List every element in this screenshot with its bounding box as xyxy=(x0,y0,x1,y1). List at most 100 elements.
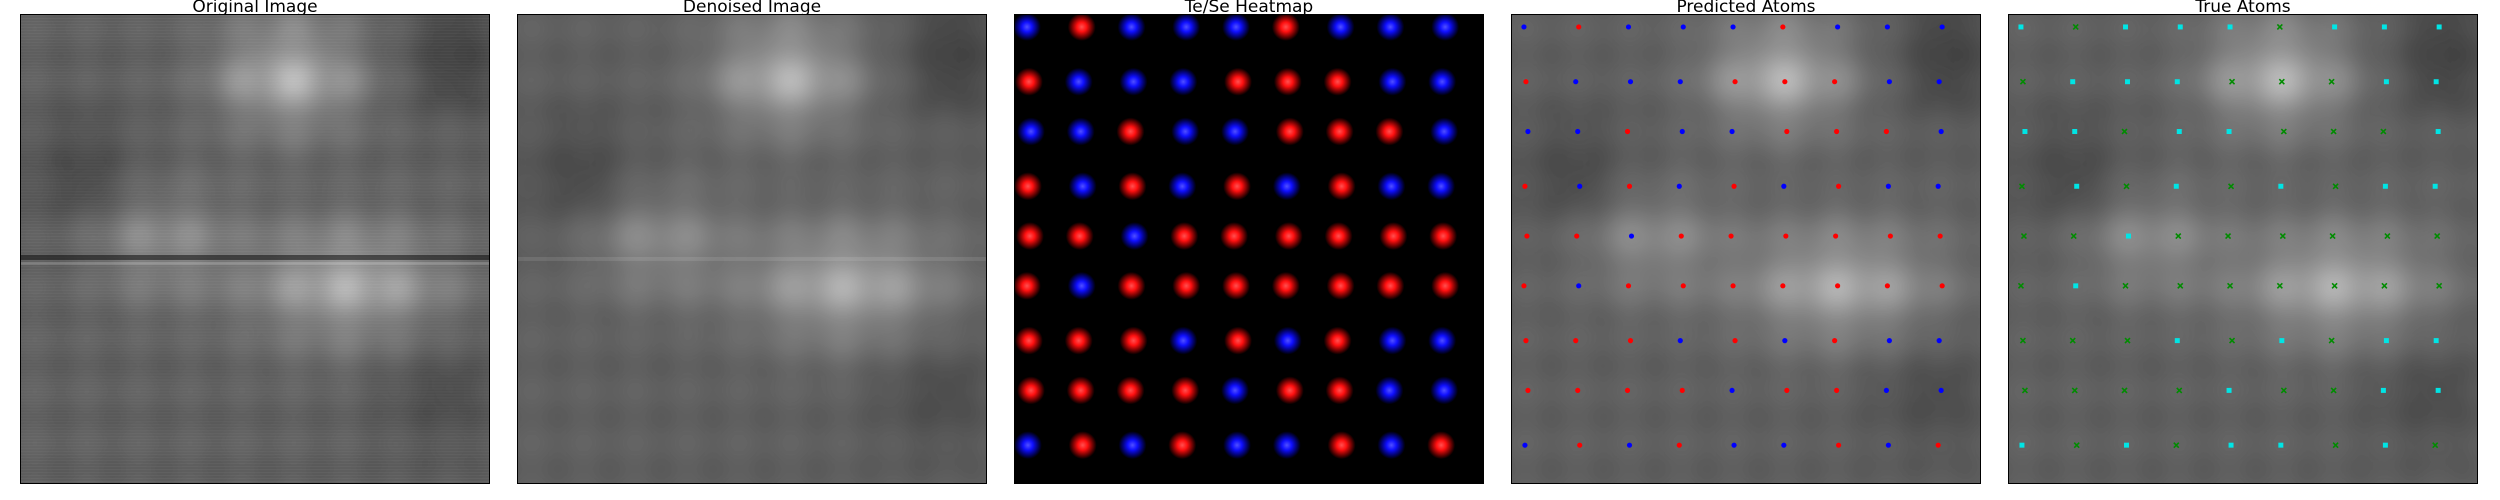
predicted-se-atom xyxy=(1625,24,1632,30)
true-atom-type-b xyxy=(2436,282,2443,289)
heatmap-te-spot xyxy=(1323,326,1352,355)
predicted-te-atom xyxy=(1780,283,1786,289)
true-atom-type-a xyxy=(2019,442,2025,448)
true-atom-type-b xyxy=(2019,337,2026,344)
predicted-se-atom xyxy=(1886,338,1892,344)
heatmap-se-spot xyxy=(1326,15,1355,41)
predicted-te-atom xyxy=(1625,283,1632,289)
predicted-te-atom xyxy=(1939,283,1945,289)
panel-title: Predicted Atoms xyxy=(1676,0,1816,14)
true-atom-type-a xyxy=(2382,183,2388,189)
true-atom-type-a xyxy=(2226,129,2232,134)
predicted-te-atom xyxy=(1832,338,1838,344)
predicted-te-atom xyxy=(1624,387,1631,393)
predicted-te-atom xyxy=(1574,233,1580,239)
true-atom-type-a xyxy=(2228,442,2234,448)
true-atom-type-b xyxy=(2069,337,2076,344)
true-atom-type-b xyxy=(2328,78,2335,85)
heatmap-te-spot xyxy=(1324,222,1353,250)
heatmap-se-spot xyxy=(1428,67,1457,96)
heatmap-te-spot xyxy=(1015,67,1043,96)
predicted-te-atom xyxy=(1576,24,1582,30)
heatmap-te-spot xyxy=(1118,172,1147,201)
heatmap-te-spot xyxy=(1327,431,1356,460)
predicted-te-atom xyxy=(1626,183,1633,189)
true-atom-type-a xyxy=(2433,338,2439,344)
heatmap-te-spot xyxy=(1119,326,1148,355)
true-atom-type-a xyxy=(2436,24,2442,30)
heatmap-te-spot xyxy=(1116,117,1145,146)
true-atom-type-b xyxy=(2176,387,2183,394)
true-atom-type-a xyxy=(2126,233,2131,239)
true-atom-type-a xyxy=(2435,129,2441,134)
heatmap-te-spot xyxy=(1064,326,1093,355)
predicted-se-atom xyxy=(1885,183,1891,189)
heatmap-se-spot xyxy=(1120,222,1149,250)
panel-predicted: Predicted Atoms xyxy=(1511,0,1981,500)
heatmap-te-spot xyxy=(1068,431,1097,460)
true-atom-type-b xyxy=(2225,233,2232,240)
panel-original: Original Image xyxy=(20,0,490,500)
heatmap-se-spot xyxy=(1015,431,1042,460)
true-atom-type-b xyxy=(2122,282,2129,289)
predicted-se-atom xyxy=(1679,128,1685,135)
true-atom-type-a xyxy=(2332,24,2338,30)
panel-title: Original Image xyxy=(192,0,318,14)
heatmap-se-spot xyxy=(1428,326,1457,355)
heatmap-te-spot xyxy=(1015,271,1041,300)
predicted-te-atom xyxy=(1780,24,1786,30)
heatmap-te-spot xyxy=(1224,67,1252,96)
heatmap-te-spot xyxy=(1325,117,1354,146)
heatmap-te-spot xyxy=(1220,222,1249,250)
predicted-te-atom xyxy=(1833,233,1839,239)
true-atom-type-b xyxy=(2330,128,2337,135)
predicted-te-atom xyxy=(1521,283,1527,289)
predicted-se-atom xyxy=(1677,79,1683,85)
true-atom-type-b xyxy=(2124,337,2131,344)
predicted-se-atom xyxy=(1575,128,1581,135)
true-atom-type-a xyxy=(2073,283,2079,289)
heatmap-te-spot xyxy=(1222,271,1250,300)
true-atom-type-a xyxy=(2018,24,2024,30)
true-atom-type-b xyxy=(2380,128,2387,135)
true-atom-type-b xyxy=(2278,78,2285,85)
heatmap-te-spot xyxy=(1065,222,1094,250)
true-atom-type-a xyxy=(2174,79,2180,85)
predicted-se-atom xyxy=(1939,24,1945,30)
predicted-se-atom xyxy=(1781,183,1787,189)
heatmap-te-spot xyxy=(1116,376,1145,405)
panel-title: True Atoms xyxy=(2195,0,2291,14)
heatmap-te-spot xyxy=(1325,376,1354,405)
true-atom-type-b xyxy=(2332,183,2339,190)
true-atom-type-a xyxy=(2072,129,2078,134)
predicted-se-atom xyxy=(1525,128,1531,135)
predicted-se-atom xyxy=(1626,442,1633,448)
true-atom-type-b xyxy=(2276,23,2283,31)
true-atom-type-a xyxy=(2382,442,2388,448)
heatmap-te-spot xyxy=(1379,222,1408,250)
heatmap-se-spot xyxy=(1272,431,1301,460)
predicted-se-atom xyxy=(1936,338,1942,344)
heatmap-se-spot xyxy=(1169,326,1198,355)
predicted-se-atom xyxy=(1885,442,1891,448)
true-atom-type-b xyxy=(2017,282,2025,289)
heatmap-se-spot xyxy=(1378,67,1407,96)
predicted-se-atom xyxy=(1935,183,1941,189)
heatmap-te-spot xyxy=(1274,222,1303,250)
predicted-te-atom xyxy=(1884,283,1890,289)
panel-title: Denoised Image xyxy=(682,0,822,14)
heatmap-se-spot xyxy=(1431,15,1460,41)
true-atom-type-b xyxy=(2227,282,2234,289)
true-atom-type-a xyxy=(2381,24,2387,30)
true-atom-type-b xyxy=(2021,387,2028,394)
predicted-te-atom xyxy=(1783,233,1789,239)
true-atom-type-b xyxy=(2328,337,2335,344)
true-atom-type-a xyxy=(2176,129,2182,134)
true-atom-type-a xyxy=(2435,387,2441,393)
predicted-te-atom xyxy=(1835,283,1841,289)
true-atom-type-b xyxy=(2384,233,2391,240)
predicted-te-atom xyxy=(1522,183,1528,189)
predicted-se-atom xyxy=(1729,128,1735,135)
heatmap-te-spot xyxy=(1323,67,1352,96)
true-atom-type-a xyxy=(2074,183,2080,189)
